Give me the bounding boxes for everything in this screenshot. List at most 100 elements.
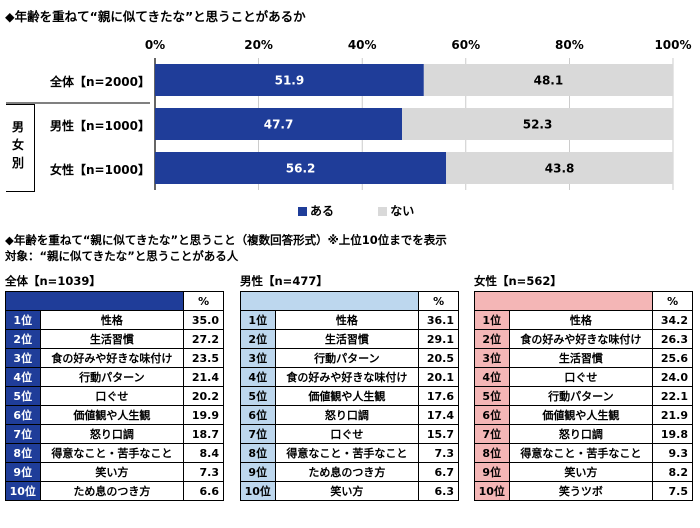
x-tick-label: 0% — [144, 38, 166, 52]
table-row: 6位 価値観や人生観 19.9 — [5, 405, 224, 425]
item-cell: 怒り口調 — [274, 405, 420, 425]
item-cell: ため息のつき方 — [39, 481, 185, 501]
value-cell: 6.7 — [418, 462, 459, 482]
rank-cell: 2位 — [474, 329, 510, 349]
bar-aru-2 — [155, 152, 447, 184]
table-title-female: 女性【n=562】 — [474, 274, 562, 288]
bar-value-label: 52.3 — [523, 118, 553, 132]
rank-cell: 7位 — [474, 424, 510, 444]
ranking-subtitle: 対象：“親に似てきたな”と思うことがある人 — [5, 249, 239, 263]
item-cell: 生活習慣 — [39, 329, 185, 349]
table-row: 9位 笑い方 7.3 — [5, 462, 224, 482]
table-row: 3位 食の好みや好きな味付け 23.5 — [5, 348, 224, 368]
rank-cell: 8位 — [5, 443, 41, 463]
rank-cell: 3位 — [240, 348, 276, 368]
rank-cell: 9位 — [5, 462, 41, 482]
rank-cell: 3位 — [5, 348, 41, 368]
item-cell: 口ぐせ — [39, 386, 185, 406]
table-header-row: % — [4, 291, 224, 311]
rank-cell: 4位 — [474, 367, 510, 387]
legend: ある ない — [298, 202, 414, 219]
bar-value-label: 43.8 — [545, 162, 575, 176]
chart-title: ◆年齢を重ねて“親に似てきたな”と思うことがあるか — [5, 9, 306, 24]
rank-cell: 1位 — [5, 310, 41, 330]
header-blank — [4, 291, 185, 311]
item-cell: 性格 — [274, 310, 420, 330]
rank-cell: 10位 — [474, 481, 510, 501]
item-cell: 食の好みや好きな味付け — [274, 367, 420, 387]
value-cell: 15.7 — [418, 424, 459, 444]
rank-cell: 3位 — [474, 348, 510, 368]
value-cell: 29.1 — [418, 329, 459, 349]
rank-cell: 1位 — [240, 310, 276, 330]
value-cell: 22.1 — [652, 386, 693, 406]
table-row: 4位 行動パターン 21.4 — [5, 367, 224, 387]
value-cell: 20.1 — [418, 367, 459, 387]
value-cell: 27.2 — [183, 329, 224, 349]
table-row: 9位 笑い方 8.2 — [474, 462, 693, 482]
item-cell: 口ぐせ — [274, 424, 420, 444]
table-row: 8位 得意なこと・苦手なこと 7.3 — [240, 443, 459, 463]
item-cell: 行動パターン — [508, 386, 654, 406]
table-row: 3位 行動パターン 20.5 — [240, 348, 459, 368]
item-cell: 得意なこと・苦手なこと — [39, 443, 185, 463]
table-title-male: 男性【n=477】 — [240, 274, 328, 288]
value-cell: 17.6 — [418, 386, 459, 406]
value-cell: 9.3 — [652, 443, 693, 463]
item-cell: 生活習慣 — [274, 329, 420, 349]
legend-swatch-aru — [298, 207, 307, 216]
table-row: 2位 食の好みや好きな味付け 26.3 — [474, 329, 693, 349]
table-row: 8位 得意なこと・苦手なこと 8.4 — [5, 443, 224, 463]
ranking-title: ◆年齢を重ねて“親に似てきたな”と思うこと（複数回答形式）※上位10位までを表示 — [5, 233, 447, 247]
value-cell: 19.9 — [183, 405, 224, 425]
table-header-row: % — [239, 291, 459, 311]
value-cell: 7.5 — [652, 481, 693, 501]
bar-nai-1 — [402, 108, 673, 140]
value-cell: 18.7 — [183, 424, 224, 444]
item-cell: 価値観や人生観 — [508, 405, 654, 425]
item-cell: 笑い方 — [274, 481, 420, 501]
item-cell: 笑い方 — [39, 462, 185, 482]
table-row: 7位 怒り口調 18.7 — [5, 424, 224, 444]
rank-cell: 5位 — [240, 386, 276, 406]
item-cell: 性格 — [508, 310, 654, 330]
rank-cell: 6位 — [5, 405, 41, 425]
value-cell: 8.2 — [652, 462, 693, 482]
item-cell: 行動パターン — [39, 367, 185, 387]
table-row: 8位 得意なこと・苦手なこと 9.3 — [474, 443, 693, 463]
table-row: 7位 怒り口調 19.8 — [474, 424, 693, 444]
x-tick-label: 60% — [451, 38, 481, 52]
table-header-row: % — [473, 291, 693, 311]
item-cell: 得意なこと・苦手なこと — [508, 443, 654, 463]
x-tick-label: 100% — [654, 38, 692, 52]
stacked-bar-chart: 51.9 48.1 47.7 52.3 56.2 43.8 — [6, 58, 674, 190]
table-row: 10位 笑い方 6.3 — [240, 481, 459, 501]
rank-cell: 4位 — [5, 367, 41, 387]
table-row: 3位 生活習慣 25.6 — [474, 348, 693, 368]
table-row: 1位 性格 34.2 — [474, 310, 693, 330]
header-pct: % — [418, 291, 459, 311]
rank-cell: 10位 — [5, 481, 41, 501]
rank-cell: 6位 — [240, 405, 276, 425]
item-cell: 食の好みや好きな味付け — [39, 348, 185, 368]
item-cell: 怒り口調 — [39, 424, 185, 444]
table-row: 9位 ため息のつき方 6.7 — [240, 462, 459, 482]
rank-cell: 4位 — [240, 367, 276, 387]
rank-cell: 8位 — [240, 443, 276, 463]
table-row: 1位 性格 36.1 — [240, 310, 459, 330]
rank-cell: 9位 — [240, 462, 276, 482]
item-cell: 性格 — [39, 310, 185, 330]
value-cell: 6.3 — [418, 481, 459, 501]
value-cell: 24.0 — [652, 367, 693, 387]
item-cell: 笑うツボ — [508, 481, 654, 501]
item-cell: 怒り口調 — [508, 424, 654, 444]
value-cell: 23.5 — [183, 348, 224, 368]
legend-swatch-nai — [378, 207, 388, 216]
rank-cell: 1位 — [474, 310, 510, 330]
rank-cell: 7位 — [5, 424, 41, 444]
table-row: 2位 生活習慣 27.2 — [5, 329, 224, 349]
ranking-table-female: % 1位 性格 34.2 2位 食の好みや好きな味付け 26.3 3位 生活習慣 25.6 4位 口ぐ… — [473, 291, 693, 501]
table-row: 1位 性格 35.0 — [5, 310, 224, 330]
item-cell: 得意なこと・苦手なこと — [274, 443, 420, 463]
rank-cell: 2位 — [5, 329, 41, 349]
